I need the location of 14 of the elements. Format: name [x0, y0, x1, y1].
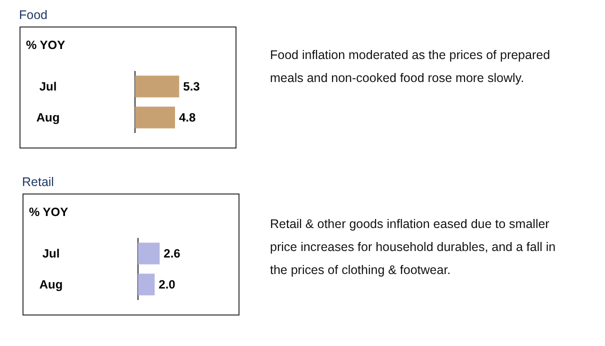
data-label: 5.3 [183, 80, 200, 94]
y-axis-title: % YOY [26, 38, 66, 52]
text: Food [19, 8, 48, 22]
text: Retail & other goods inflation eased due to smaller price increases for household durables, and a fall in the prices of clothing & footwear. [270, 216, 557, 279]
y-tick-label: Jul [42, 246, 60, 261]
text: Retail [22, 175, 54, 189]
data-label: 2.6 [164, 246, 181, 261]
y-tick-label: Aug [36, 110, 60, 125]
y-tick-label: Aug [39, 278, 63, 292]
data-label: 4.8 [179, 110, 196, 125]
y-tick-label: Jul [39, 80, 57, 94]
data-label: 2.0 [158, 278, 176, 292]
text: Food inflation moderated as the prices of prepared meals and non-cooked food rose more slowly. [270, 47, 552, 87]
y-axis-title: % YOY [29, 205, 68, 219]
